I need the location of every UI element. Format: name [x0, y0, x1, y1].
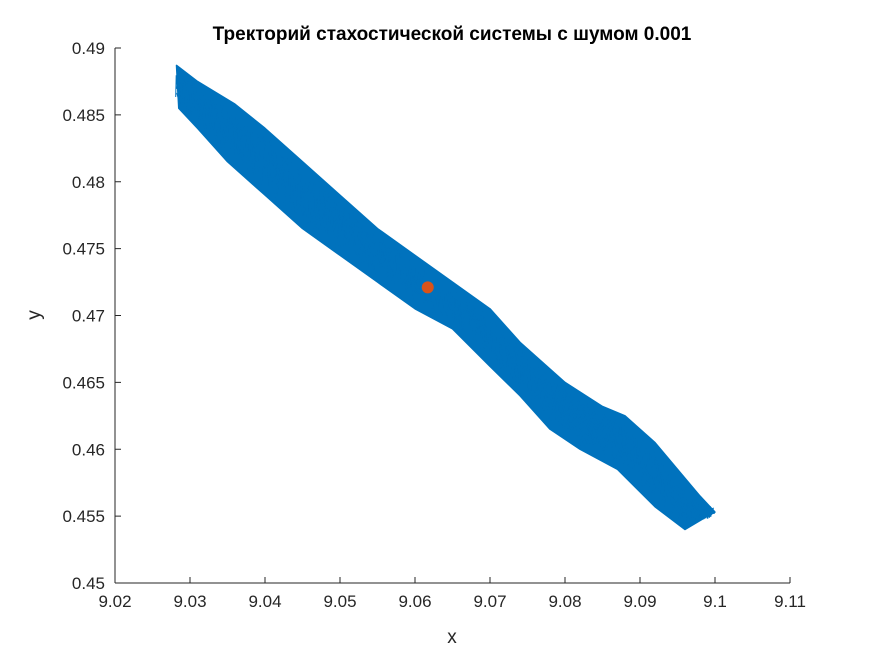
y-axis-label: y — [24, 310, 45, 320]
y-tick-label: 0.49 — [72, 39, 105, 58]
x-tick-label: 9.11 — [774, 592, 806, 611]
y-tick-label: 0.48 — [72, 173, 105, 192]
equilibrium-point — [421, 281, 434, 294]
x-tick-label: 9.09 — [623, 592, 656, 611]
x-tick-label: 9.07 — [473, 592, 506, 611]
trajectory-trace — [176, 78, 714, 524]
y-tick-label: 0.465 — [62, 373, 105, 392]
x-tick-label: 9.06 — [398, 592, 431, 611]
y-tick-label: 0.485 — [62, 106, 105, 125]
x-axis-label: x — [447, 627, 457, 648]
y-tick-label: 0.455 — [62, 507, 105, 526]
x-tick-label: 9.1 — [703, 592, 727, 611]
trajectory-trace — [177, 75, 716, 524]
x-tick-label: 9.02 — [98, 592, 131, 611]
y-tick-label: 0.46 — [72, 440, 105, 459]
y-tick-label: 0.475 — [62, 240, 105, 259]
trajectory-trace — [177, 75, 714, 523]
x-tick-label: 9.04 — [248, 592, 281, 611]
axes: 9.02 9.03 9.04 9.05 9.06 9.07 9.08 9.09 9.1 9.11 0… — [62, 39, 805, 611]
x-tick-label: 9.03 — [173, 592, 206, 611]
x-tick-label: 9.08 — [548, 592, 581, 611]
y-tick-label: 0.45 — [72, 574, 105, 593]
plot-area — [175, 64, 716, 531]
y-tick-label: 0.47 — [72, 307, 105, 326]
x-tick-label: 9.05 — [323, 592, 356, 611]
chart-title: Тректорий стахостической системы с шумом… — [213, 24, 692, 45]
